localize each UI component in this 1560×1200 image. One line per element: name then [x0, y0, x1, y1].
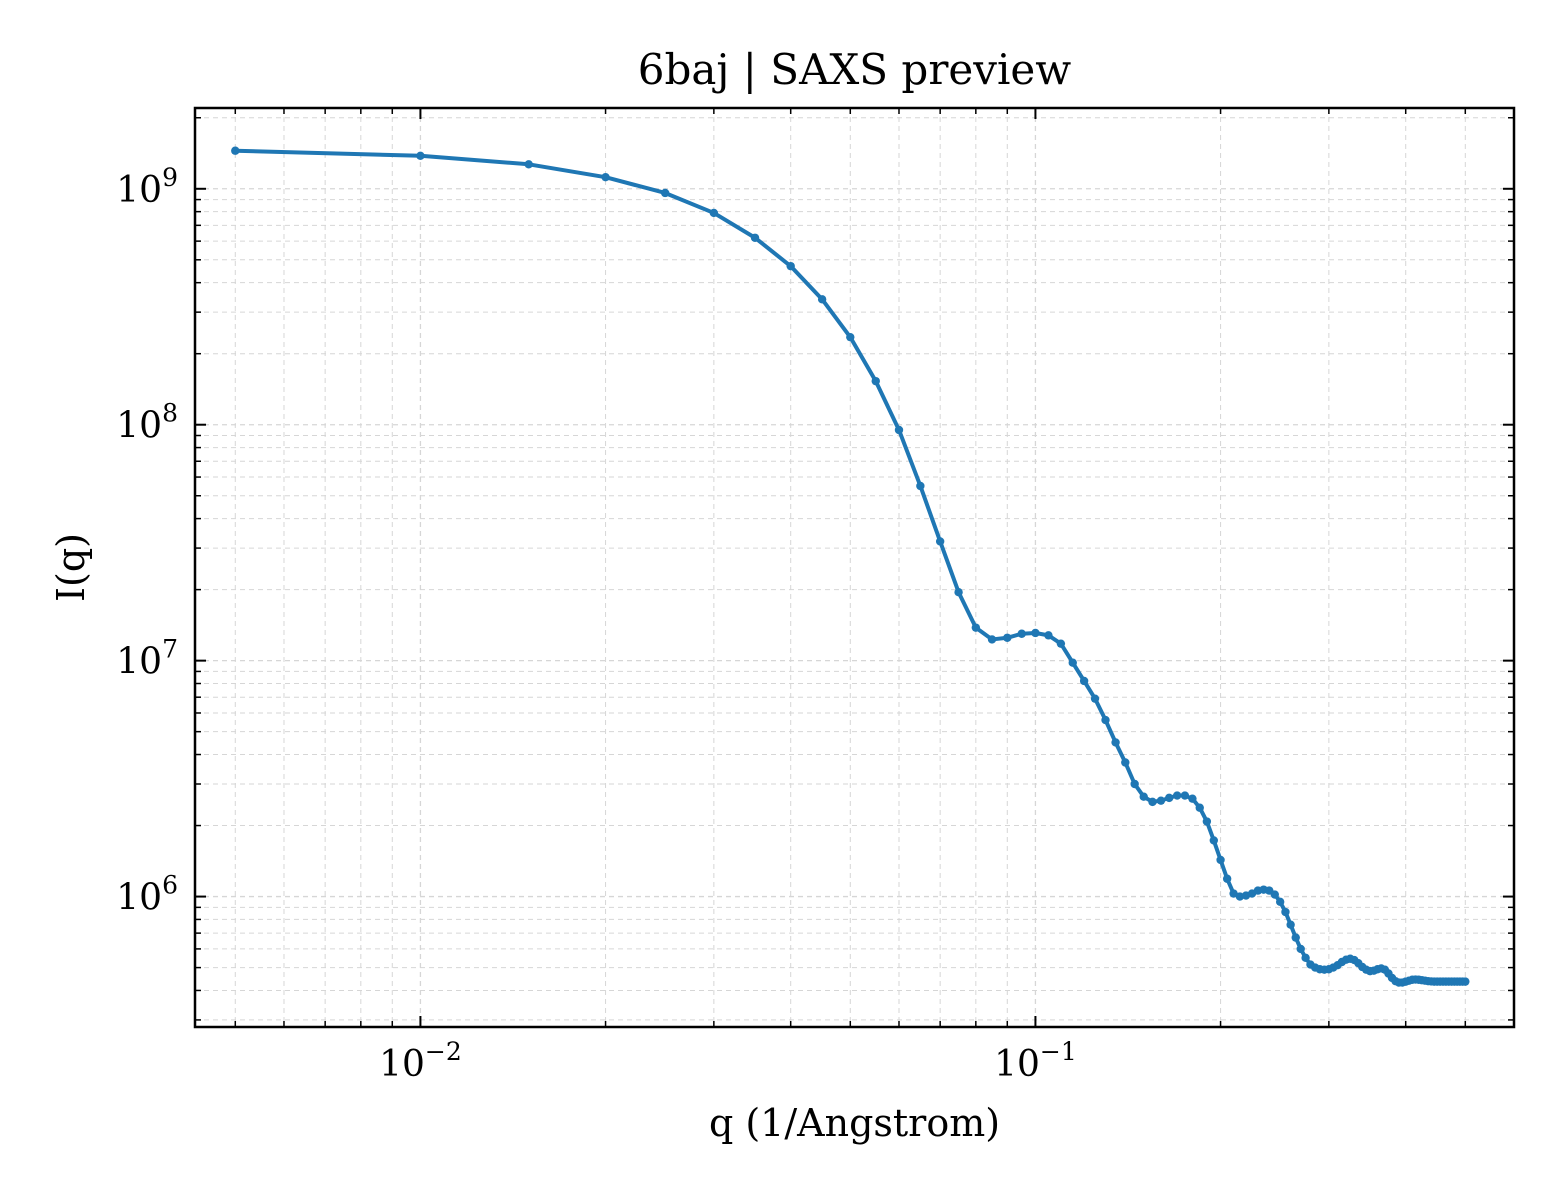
x-axis-label: q (1/Angstrom)	[709, 1101, 1000, 1145]
data-point	[1461, 977, 1470, 986]
data-point	[1121, 758, 1130, 767]
data-point	[1222, 874, 1232, 883]
tick-label-exponent: 9	[162, 163, 178, 192]
tick-label-base: 10	[116, 642, 162, 683]
x-tick-label: 10−2	[379, 1037, 462, 1085]
data-point	[1195, 803, 1204, 812]
data-point	[709, 208, 719, 218]
data-point	[817, 295, 827, 304]
tick-label-exponent: 7	[162, 635, 178, 664]
data-point	[601, 172, 610, 182]
plot-frame	[193, 106, 1516, 1029]
chart-title: 6baj | SAXS preview	[638, 45, 1071, 94]
data-point	[916, 481, 925, 491]
y-tick-label: 109	[116, 163, 178, 211]
tick-label-exponent: 8	[162, 399, 178, 428]
tick-label-base: 10	[994, 1044, 1040, 1085]
data-series	[231, 146, 1470, 987]
data-point	[1101, 715, 1110, 725]
data-point	[1172, 791, 1182, 800]
axis-ticks	[195, 108, 1514, 1027]
data-point	[1068, 658, 1077, 667]
data-point	[1188, 794, 1197, 803]
data-point	[1291, 933, 1300, 942]
data-point	[1148, 797, 1157, 807]
data-point	[1275, 897, 1285, 907]
grid-minor	[195, 108, 1514, 1027]
data-point	[954, 588, 963, 597]
data-point	[987, 635, 997, 644]
data-point	[1216, 855, 1225, 865]
data-point	[1164, 793, 1174, 803]
data-point	[231, 146, 240, 155]
data-point	[1044, 631, 1053, 640]
tick-label-base: 10	[116, 406, 162, 447]
data-point	[1111, 738, 1120, 747]
data-point	[1156, 796, 1166, 805]
data-point	[1130, 779, 1139, 789]
data-point	[660, 188, 670, 198]
data-point	[1270, 890, 1279, 899]
data-point	[1202, 817, 1212, 826]
data-point	[1286, 920, 1295, 929]
data-point	[1180, 791, 1190, 800]
data-point	[1090, 694, 1100, 703]
data-point	[971, 623, 981, 632]
y-tick-label: 106	[116, 871, 178, 919]
tick-label-exponent: −2	[425, 1037, 462, 1066]
data-point	[894, 425, 904, 435]
data-point	[1229, 889, 1238, 898]
data-point	[1003, 633, 1012, 642]
y-tick-label: 108	[116, 399, 178, 447]
tick-label-base: 10	[116, 878, 162, 919]
x-tick-label: 10−1	[994, 1037, 1077, 1085]
data-point	[1209, 836, 1219, 845]
data-point	[871, 376, 880, 386]
tick-label-base: 10	[116, 170, 162, 211]
tick-label-exponent: 6	[162, 871, 178, 900]
data-point	[1056, 639, 1066, 648]
data-point	[416, 151, 425, 160]
tick-label-base: 10	[379, 1044, 425, 1085]
data-point	[935, 537, 945, 546]
data-point	[1301, 953, 1310, 963]
data-point	[1017, 629, 1026, 638]
data-point	[1079, 676, 1089, 686]
y-tick-label: 107	[116, 635, 178, 683]
data-point	[1139, 792, 1148, 801]
data-point	[750, 233, 760, 242]
tick-label-exponent: −1	[1040, 1037, 1077, 1066]
data-point	[524, 160, 533, 169]
data-point	[1296, 944, 1305, 954]
data-point	[1281, 907, 1290, 917]
grid-major	[195, 108, 1514, 1027]
data-point	[786, 261, 795, 271]
data-point	[1031, 628, 1040, 638]
y-axis-label: I(q)	[49, 533, 93, 602]
data-point	[846, 332, 855, 342]
